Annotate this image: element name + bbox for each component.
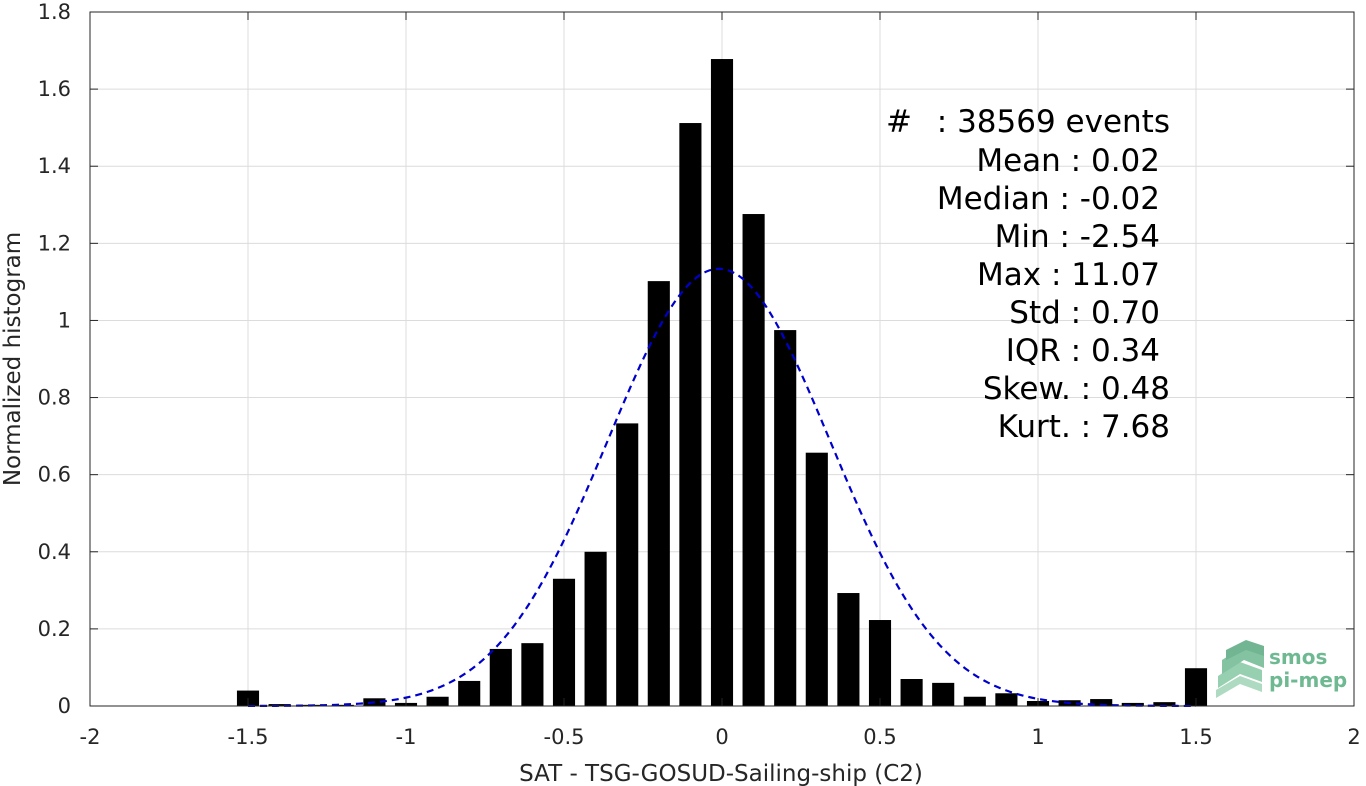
histogram-bar (521, 643, 544, 706)
y-tick-label: 0.6 (38, 463, 71, 487)
x-tick-label: 0.5 (863, 725, 896, 749)
histogram-bar (900, 679, 923, 706)
histogram-bar (616, 423, 639, 706)
histogram-bar (963, 696, 986, 706)
histogram-bar (458, 680, 481, 706)
histogram-bar (1090, 699, 1113, 706)
histogram-bar (837, 593, 860, 706)
y-tick-label: 1.4 (38, 154, 71, 178)
histogram-bar (268, 704, 291, 706)
stats-kurt: Kurt. : 7.68 (998, 409, 1170, 445)
y-tick-label: 1.2 (38, 231, 71, 255)
bars (236, 59, 1208, 707)
gaussian-fit-curve (248, 267, 1197, 708)
histogram-bar (679, 123, 702, 707)
y-axis-label: Normalized histogram (0, 232, 26, 486)
y-tick-label: 0.2 (38, 617, 71, 641)
y-tick-label: 0.4 (38, 540, 71, 564)
x-tick-label: -1.5 (228, 725, 269, 749)
x-tick-label: -0.5 (544, 725, 585, 749)
histogram-bar (489, 648, 512, 706)
y-tick-label: 1.8 (38, 0, 71, 24)
x-tick-labels: -2 -1.5 -1 -0.5 0 0.5 1 1.5 2 (80, 725, 1361, 749)
histogram-bar (584, 551, 607, 706)
y-tick-label: 0 (58, 694, 71, 718)
histogram-bar (805, 452, 828, 706)
histogram-bar (868, 620, 892, 706)
stats-box: # : 38569 events Mean : 0.02 Median : -0… (886, 104, 1170, 445)
stats-median: Median : -0.02 (937, 181, 1160, 217)
histogram-bar (1153, 702, 1176, 706)
histogram-bar (1184, 668, 1208, 706)
histogram-bar (647, 281, 670, 706)
histogram-bar (552, 578, 576, 706)
x-axis-label: SAT - TSG-GOSUD-Sailing-ship (C2) (519, 761, 923, 786)
x-tick-label: 2 (1347, 725, 1360, 749)
histogram-bar (1121, 702, 1144, 706)
histogram-bar (742, 214, 765, 706)
stats-mean: Mean : 0.02 (976, 143, 1160, 179)
logo-line2: pi-mep (1269, 668, 1347, 692)
histogram-bar (774, 330, 797, 706)
histogram-bar (932, 682, 955, 706)
histogram-bar (331, 704, 354, 706)
histogram-bar (995, 693, 1018, 706)
x-tick-label: 0 (715, 725, 728, 749)
x-tick-label: 1.5 (1179, 725, 1212, 749)
stats-iqr: IQR : 0.34 (1006, 333, 1160, 369)
axis-ticks (89, 11, 1355, 707)
x-tick-label: -1 (396, 725, 417, 749)
y-tick-label: 1.6 (38, 77, 71, 101)
x-tick-label: -2 (80, 725, 101, 749)
smos-pi-mep-logo: smos pi-mep (1216, 640, 1347, 698)
histogram-bar (710, 59, 734, 706)
x-tick-label: 1 (1031, 725, 1044, 749)
stats-events-value: : 38569 events (937, 104, 1170, 140)
stats-max: Max : 11.07 (977, 257, 1160, 293)
y-tick-label: 1 (58, 308, 71, 332)
y-tick-label: 0.8 (38, 386, 71, 410)
histogram-bar (426, 696, 449, 706)
y-tick-labels: 0 0.2 0.4 0.6 0.8 1 1.2 1.4 1.6 1.8 (38, 0, 71, 718)
stats-skew: Skew. : 0.48 (983, 371, 1170, 407)
stats-min: Min : -2.54 (995, 219, 1160, 255)
stats-events-label: # (886, 104, 912, 140)
logo-line1: smos (1269, 645, 1327, 669)
stacked-layers-icon (1216, 640, 1264, 698)
stats-std: Std : 0.70 (1009, 295, 1160, 331)
